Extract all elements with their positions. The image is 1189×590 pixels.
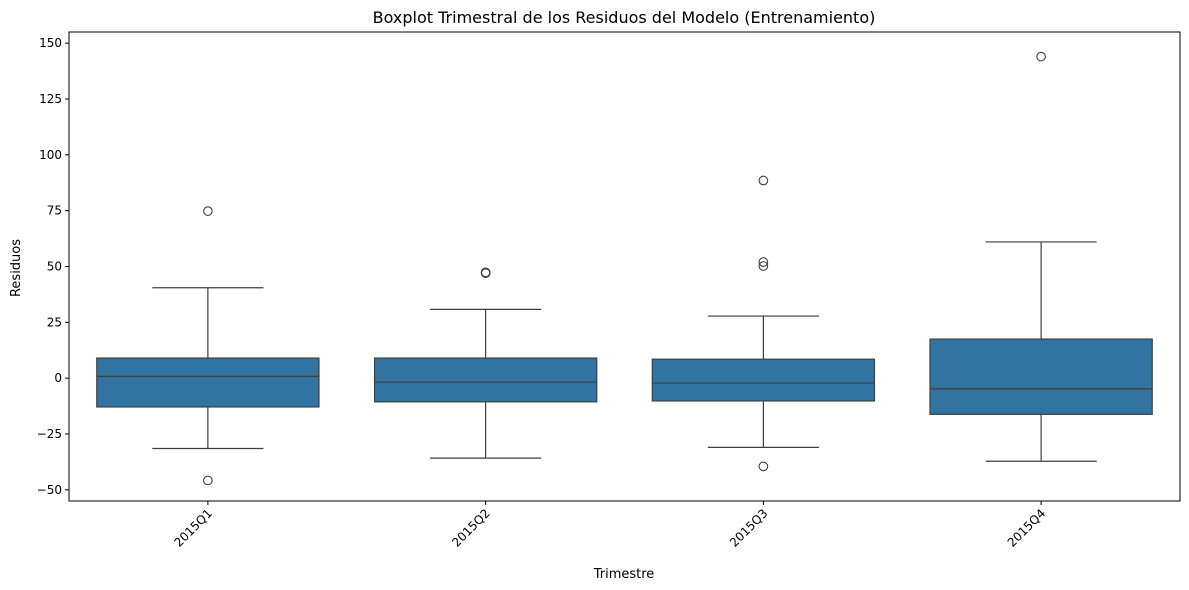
- x-axis: 2015Q1 2015Q2 2015Q3 2015Q4: [171, 501, 1048, 550]
- y-axis-label: Residuos: [9, 239, 24, 297]
- y-tick-label: 75: [47, 204, 62, 218]
- x-tick-label: 2015Q1: [171, 506, 215, 550]
- box-group-2015q2: [373, 267, 598, 459]
- outlier-point: [1036, 51, 1046, 62]
- chart-title: Boxplot Trimestral de los Residuos del M…: [373, 8, 876, 27]
- x-tick-label: 2015Q3: [727, 506, 771, 550]
- y-tick-label: 0: [54, 371, 62, 385]
- outlier-point: [758, 257, 769, 267]
- y-axis: −50 −25 0 25 50 75 100 125 150: [37, 36, 69, 497]
- y-tick-label: 50: [47, 260, 62, 274]
- outlier-point: [758, 461, 769, 472]
- x-tick-label: 2015Q2: [449, 506, 493, 550]
- outlier-point: [203, 475, 213, 486]
- y-tick-label: 25: [47, 315, 62, 329]
- x-tick-label: 2015Q4: [1005, 506, 1049, 550]
- y-tick-label: −50: [37, 483, 62, 497]
- plot-frame: [68, 31, 1181, 502]
- iqr-box: [96, 357, 320, 408]
- box-group-2015q4: [929, 51, 1153, 462]
- y-tick-label: 150: [39, 36, 62, 50]
- outlier-point: [758, 261, 769, 271]
- y-tick-label: 125: [39, 92, 62, 106]
- iqr-box: [373, 357, 598, 403]
- y-tick-label: 100: [39, 148, 62, 162]
- iqr-box: [651, 358, 876, 402]
- y-tick-label: −25: [37, 427, 62, 441]
- plot-area: [68, 31, 1181, 502]
- outlier-point: [480, 267, 491, 278]
- iqr-box: [929, 338, 1153, 415]
- outlier-point: [758, 175, 769, 186]
- box-group-2015q3: [651, 175, 876, 472]
- x-axis-label: Trimestre: [593, 567, 655, 582]
- box-group-2015q1: [96, 206, 320, 486]
- outlier-point: [203, 206, 213, 216]
